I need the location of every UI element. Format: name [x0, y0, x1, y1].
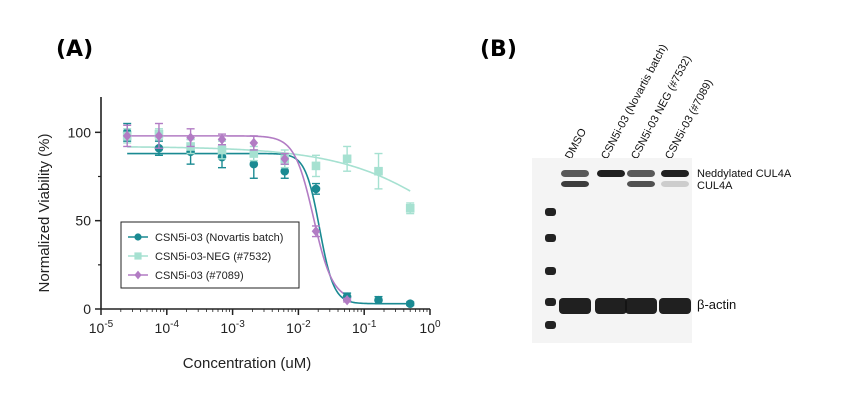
data-point-series-1: [342, 154, 352, 164]
band-beta-actin: [595, 298, 627, 314]
x-tick-label: 100: [419, 319, 441, 336]
band-neddylated-cul4a: [561, 170, 589, 177]
x-tick-label: 10-3: [220, 319, 245, 336]
legend-label: CSN5i-03 (Novartis batch): [155, 232, 283, 244]
data-point-series-2: [122, 130, 132, 142]
band-cul4a: [661, 181, 689, 187]
data-point-series-2: [311, 226, 321, 237]
data-point-series-0: [311, 184, 321, 194]
data-point-series-1: [217, 145, 227, 155]
y-axis-title: Normalized Viability (%): [36, 134, 53, 293]
legend-label: CSN5i-03-NEG (#7532): [155, 251, 271, 263]
data-point-series-1: [249, 149, 259, 158]
data-point-series-2: [280, 153, 290, 164]
legend-label: CSN5i-03 (#7089): [155, 270, 244, 282]
y-axis-ticks: 0 50 100: [68, 124, 101, 317]
data-point-series-1: [405, 204, 415, 213]
ladder-band: [545, 298, 556, 306]
legend: CSN5i-03 (Novartis batch) CSN5i-03-NEG (#…: [120, 221, 300, 289]
y-tick-label: 0: [83, 301, 91, 317]
data-points: [122, 122, 415, 309]
band-neddylated-cul4a: [661, 170, 689, 177]
y-tick-label: 100: [68, 124, 92, 140]
fit-curve-series-0: [127, 152, 411, 305]
data-point-series-2: [342, 295, 352, 306]
data-point-series-2: [186, 132, 195, 143]
band-label-neddylated-cul4a: Neddylated CUL4A: [697, 168, 792, 180]
y-tick-label: 50: [75, 213, 91, 229]
ladder-marker: [545, 208, 556, 329]
x-axis-title: Concentration (uM): [183, 355, 311, 372]
dose-response-chart: 0 50 100 10-5 10-4 10-3 10-2 10-1 100 Concentra…: [36, 97, 441, 372]
data-point-series-2: [154, 130, 164, 142]
band-neddylated-cul4a: [597, 170, 625, 177]
legend-marker: [134, 252, 142, 260]
legend-marker: [134, 233, 142, 241]
band-beta-actin: [559, 298, 591, 314]
data-point-series-0: [249, 159, 259, 169]
data-point-series-1: [311, 161, 321, 171]
legend-marker: [134, 270, 142, 280]
data-point-series-2: [217, 134, 227, 145]
data-point-series-0: [280, 166, 290, 176]
panel-b-label: (B): [480, 37, 517, 62]
lane-label: DMSO: [563, 126, 589, 161]
fit-curve-series-2: [127, 135, 348, 297]
x-tick-label: 10-4: [155, 319, 180, 336]
lane-labels: DMSO CSN5i-03 (Novartis batch)CSN5i-03 NE…: [563, 42, 715, 161]
ladder-band: [545, 234, 556, 242]
fit-curve-series-1: [127, 146, 411, 192]
data-point-series-0: [405, 299, 415, 309]
data-point-series-2: [249, 137, 259, 149]
band-label-beta-actin: β-actin: [697, 297, 736, 312]
lane-label: CSN5i-03 NEG (#7532): [629, 54, 694, 162]
ladder-band: [545, 321, 556, 329]
band-cul4a: [627, 181, 655, 187]
ladder-band: [545, 208, 556, 216]
band-beta-actin: [625, 298, 657, 314]
blot-bands: [559, 170, 691, 314]
legend-box: [120, 221, 300, 289]
data-point-series-1: [374, 166, 383, 176]
band-cul4a: [561, 181, 589, 187]
x-axis-ticks: 10-5 10-4 10-3 10-2 10-1 100: [89, 309, 441, 336]
ladder-band: [545, 267, 556, 275]
x-tick-label: 10-1: [352, 319, 377, 336]
x-tick-label: 10-5: [89, 319, 114, 336]
band-beta-actin: [659, 298, 691, 314]
western-blot: DMSO CSN5i-03 (Novartis batch)CSN5i-03 NE…: [532, 42, 792, 343]
data-point-series-0: [374, 295, 383, 305]
band-label-cul4a: CUL4A: [697, 180, 733, 192]
band-neddylated-cul4a: [627, 170, 655, 177]
panel-a-label: (A): [56, 37, 93, 62]
fit-curves: [127, 135, 411, 305]
x-tick-label: 10-2: [286, 319, 311, 336]
